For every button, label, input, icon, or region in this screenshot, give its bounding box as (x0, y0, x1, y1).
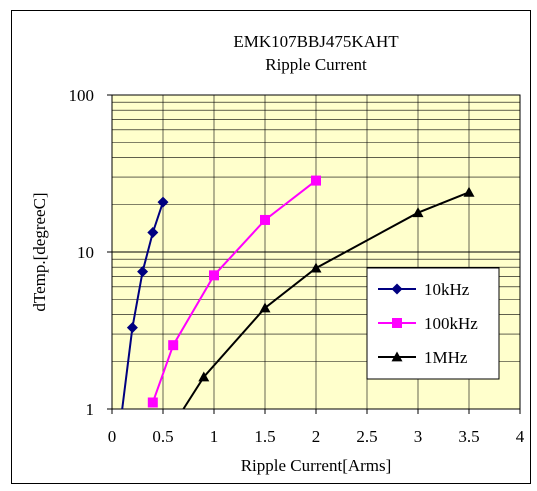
y-tick-label: 100 (69, 86, 95, 105)
series-layer (121, 175, 475, 410)
x-tick-label: 0.5 (152, 427, 173, 446)
x-tick-label: 2 (312, 427, 321, 446)
tick-labels: 0 0.5 1 1.5 2 2.5 3 3.5 4 1 10 100 (69, 86, 525, 446)
x-tick-label: 3.5 (458, 427, 479, 446)
legend-marker (391, 283, 403, 295)
data-point (147, 397, 158, 408)
data-point (260, 214, 270, 225)
series-10kHz (121, 196, 169, 410)
legend-label: 1MHz (424, 348, 468, 367)
legend-marker (391, 351, 403, 362)
data-point (198, 371, 210, 382)
data-point (168, 340, 179, 351)
series-line (182, 191, 470, 410)
data-point (310, 262, 322, 273)
legend-label: 100kHz (424, 314, 478, 333)
legend-label: 10kHz (424, 280, 470, 299)
x-tick-label: 1.5 (254, 427, 275, 446)
data-point (311, 175, 321, 186)
x-tick-label: 1 (210, 427, 219, 446)
x-tick-label: 4 (516, 427, 525, 446)
series-100kHz (147, 175, 321, 408)
y-tick-label: 1 (86, 400, 95, 419)
x-tick-label: 0 (108, 427, 117, 446)
x-tick-label: 2.5 (356, 427, 377, 446)
legend-marker (392, 318, 402, 328)
data-point (147, 227, 159, 239)
x-axis-label: Ripple Current[Arms] (241, 456, 392, 475)
data-point (126, 322, 138, 334)
series-1MHz (182, 186, 475, 410)
data-point (463, 186, 475, 197)
data-point (259, 302, 271, 313)
data-point (209, 270, 219, 281)
data-point (137, 266, 149, 278)
data-point (157, 196, 169, 208)
y-axis-label: dTemp.[degreeC] (30, 192, 49, 311)
chart-title: EMK107BBJ475KAHT (233, 32, 399, 51)
chart-subtitle: Ripple Current (265, 55, 367, 74)
x-tick-label: 3 (414, 427, 423, 446)
legend: 10kHz 100kHz 1MHz (366, 267, 500, 380)
data-point (412, 207, 424, 218)
y-tick-label: 10 (77, 243, 94, 262)
